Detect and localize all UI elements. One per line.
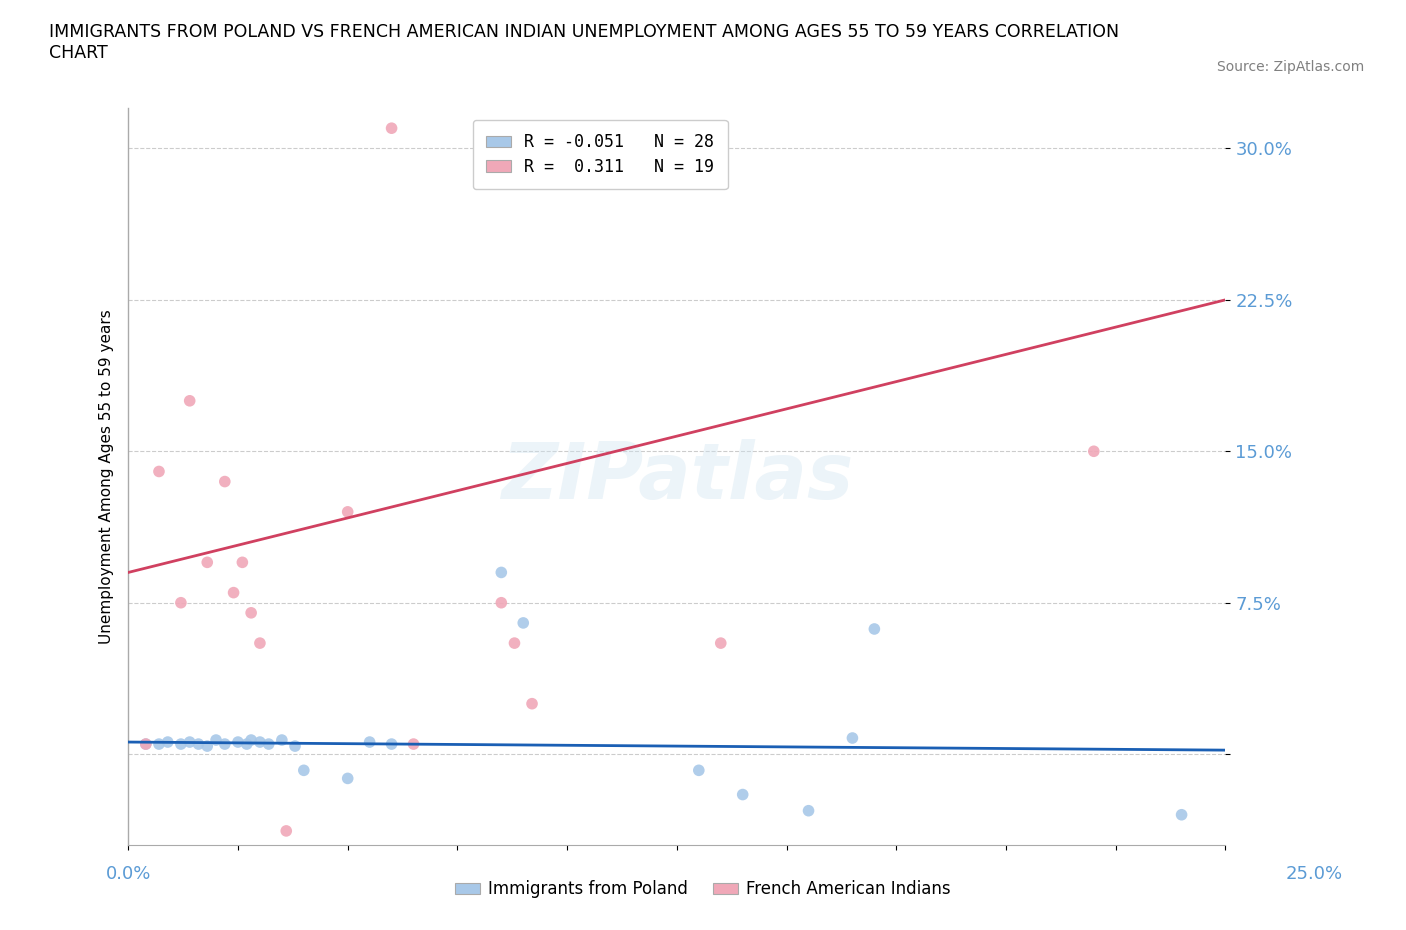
Point (336, 504, 359, 519)
Point (156, 735, 179, 750)
Point (148, 737, 170, 751)
Point (381, 737, 404, 751)
Point (731, 787, 754, 802)
Y-axis label: Unemployment Among Ages 55 to 59 years: Unemployment Among Ages 55 to 59 years (100, 309, 114, 644)
Point (257, 737, 280, 751)
Point (179, 735, 201, 750)
Point (249, 636, 271, 651)
Point (179, 393, 201, 408)
Point (292, 763, 315, 777)
Point (336, 771, 359, 786)
Point (135, 737, 157, 751)
Point (205, 733, 228, 748)
Point (841, 731, 863, 746)
Point (512, 616, 534, 631)
Point (187, 737, 209, 751)
Point (249, 735, 271, 750)
Point (148, 464, 170, 479)
Point (359, 735, 381, 750)
Point (797, 804, 820, 818)
Point (520, 697, 543, 711)
Point (222, 585, 245, 600)
Point (270, 733, 292, 748)
Text: Source: ZipAtlas.com: Source: ZipAtlas.com (1216, 60, 1364, 74)
Point (240, 605, 263, 620)
Point (276, 823, 298, 838)
Point (195, 738, 218, 753)
Point (491, 595, 513, 610)
Text: 0.0%: 0.0% (105, 865, 150, 883)
Point (1170, 807, 1192, 822)
Point (214, 737, 236, 751)
Point (863, 621, 886, 636)
Legend: Immigrants from Poland, French American Indians: Immigrants from Poland, French American … (449, 873, 957, 905)
Point (491, 565, 513, 580)
Text: ZIPatlas: ZIPatlas (501, 439, 853, 514)
Point (231, 555, 253, 570)
Point (226, 735, 249, 750)
Text: IMMIGRANTS FROM POLAND VS FRENCH AMERICAN INDIAN UNEMPLOYMENT AMONG AGES 55 TO 5: IMMIGRANTS FROM POLAND VS FRENCH AMERICA… (49, 23, 1119, 62)
Point (710, 636, 733, 651)
Point (402, 737, 425, 751)
Point (195, 555, 218, 570)
Point (381, 121, 404, 136)
Point (688, 763, 710, 777)
Legend: R = -0.051   N = 28, R =  0.311   N = 19: R = -0.051 N = 28, R = 0.311 N = 19 (472, 120, 727, 190)
Point (235, 737, 257, 751)
Point (170, 737, 193, 751)
Point (284, 738, 307, 753)
Point (170, 595, 193, 610)
Point (135, 737, 157, 751)
Point (1083, 444, 1105, 458)
Point (214, 474, 236, 489)
Point (503, 636, 526, 651)
Point (240, 733, 263, 748)
Text: 25.0%: 25.0% (1285, 865, 1343, 883)
